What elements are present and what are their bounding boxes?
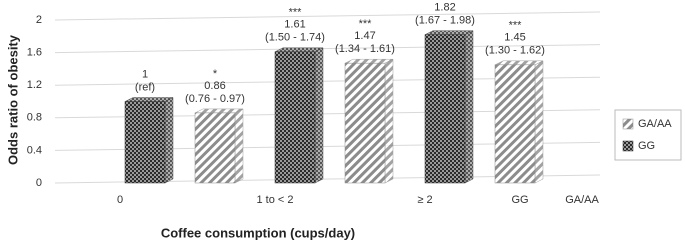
bar — [194, 112, 236, 184]
significance-label: *** — [439, 0, 453, 2]
ci-label: (1.30 - 1.62) — [485, 45, 545, 57]
bar — [494, 64, 536, 184]
bar-side — [384, 58, 394, 184]
bar-side — [164, 97, 174, 184]
x-axis-title: Coffee consumption (cups/day) — [161, 225, 355, 240]
legend-swatch — [622, 140, 634, 152]
value-label: 0.86 — [204, 80, 225, 92]
ci-label: (1.34 - 1.61) — [335, 43, 395, 55]
bar-top — [494, 60, 544, 66]
significance-label: * — [213, 68, 218, 80]
bar — [424, 34, 466, 184]
ci-label: (1.50 - 1.74) — [265, 32, 325, 44]
x-tick-label: ≥ 2 — [417, 194, 432, 206]
value-label: 1.82 — [434, 2, 455, 14]
y-axis-title: Odds ratio of obesity — [5, 34, 20, 165]
ci-label: (0.76 - 0.97) — [185, 93, 245, 105]
grid-line — [54, 11, 601, 21]
bar-side — [534, 60, 544, 184]
value-label: 1.61 — [284, 19, 305, 31]
value-label: 1.45 — [504, 32, 525, 44]
value-label: 1.47 — [354, 30, 375, 42]
depth-axis-label: GG — [511, 194, 528, 206]
legend-label: GG — [638, 140, 655, 152]
y-tick-label: 0 — [36, 177, 42, 189]
bar — [124, 101, 166, 184]
bar-side — [234, 108, 244, 184]
depth-axis-label: GA/AA — [565, 194, 599, 206]
bar-top — [344, 58, 394, 64]
x-tick-label: 1 to < 2 — [256, 194, 293, 206]
y-tick-label: 1.2 — [27, 79, 42, 91]
bar — [344, 62, 386, 184]
ci-label: (ref) — [135, 81, 155, 93]
y-tick-label: 0.8 — [27, 112, 42, 124]
legend-box — [614, 109, 682, 161]
bar-top — [194, 108, 244, 114]
bar-side — [464, 30, 474, 184]
grid-line — [54, 44, 601, 54]
significance-label: *** — [359, 18, 373, 30]
bar-top — [424, 30, 474, 35]
significance-label: *** — [289, 7, 303, 19]
y-tick-label: 0.4 — [27, 144, 42, 156]
x-tick-label: 0 — [117, 194, 123, 206]
y-tick-label: 1.6 — [27, 47, 42, 59]
legend-swatch — [622, 118, 634, 130]
value-label: 1 — [142, 68, 148, 80]
y-tick-label: 2 — [36, 14, 42, 26]
legend-label: GA/AA — [638, 118, 672, 130]
bar-top — [274, 47, 324, 53]
significance-label: *** — [509, 20, 523, 32]
bar-top — [124, 97, 174, 102]
bar — [274, 51, 316, 184]
ci-label: (1.67 - 1.98) — [415, 15, 475, 27]
bar-side — [314, 47, 324, 184]
